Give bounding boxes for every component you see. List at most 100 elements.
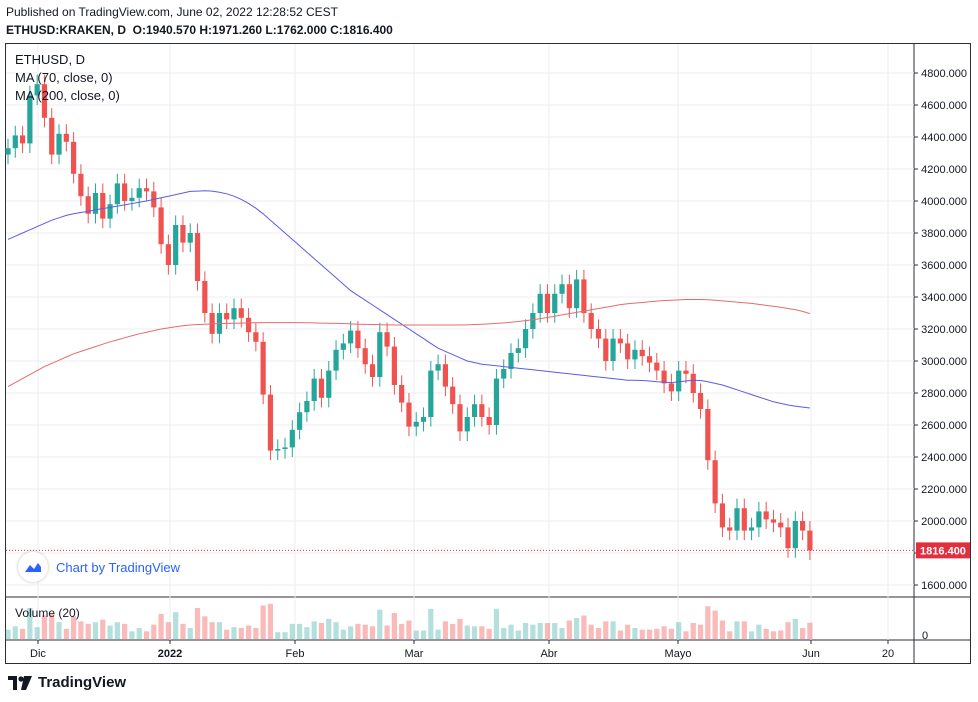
volume-bar [304, 627, 310, 639]
volume-bar [493, 608, 500, 639]
candle [304, 391, 310, 422]
chart-by-tradingview-badge[interactable]: Chart by TradingView [18, 552, 180, 582]
tradingview-footer-logo[interactable]: TradingView [8, 674, 126, 691]
candle-body [391, 346, 397, 385]
candle-body [420, 417, 427, 422]
volume-bar [122, 623, 128, 639]
volume-bar [515, 630, 521, 639]
candle [297, 402, 303, 440]
volume-bar [785, 622, 791, 639]
candle [778, 513, 784, 537]
volume-bar [231, 627, 237, 639]
candle [734, 498, 740, 541]
candle-body [260, 341, 266, 395]
volume-bar [136, 628, 142, 639]
candle-body [78, 173, 84, 197]
volume-bar [12, 626, 18, 639]
candle [129, 188, 135, 211]
candle-body [522, 329, 529, 349]
ma200-line [7, 299, 811, 388]
candle-body [617, 338, 623, 344]
candle [800, 511, 806, 541]
candle [515, 338, 521, 363]
candle [107, 194, 113, 229]
candle [340, 333, 346, 360]
candle-body [544, 293, 551, 313]
candle-body [318, 378, 325, 398]
candle-body [231, 308, 237, 320]
candle-body [697, 393, 704, 409]
candle [501, 359, 507, 389]
candle-body [552, 293, 558, 313]
candle [741, 498, 747, 541]
volume-bar [63, 628, 69, 639]
candle-body [333, 349, 339, 371]
candle [697, 383, 704, 419]
candle-body [202, 281, 208, 313]
candle-body [136, 188, 142, 198]
candle [143, 178, 150, 201]
volume-bar [588, 624, 594, 639]
candle [384, 322, 390, 357]
volume-bar [552, 623, 558, 639]
candle [5, 138, 11, 165]
candle [85, 186, 91, 224]
candle-body [770, 519, 777, 523]
price-tick-label: 4400.000 [921, 132, 967, 144]
price-tick-label: 4200.000 [921, 164, 967, 176]
candle-body [807, 530, 813, 551]
candle-body [5, 148, 11, 155]
price-tick-label: 1600.000 [921, 580, 967, 592]
candle [668, 373, 674, 401]
ma70-line [7, 190, 810, 409]
candle [748, 517, 755, 541]
volume-bar [508, 624, 514, 639]
volume-bar [107, 625, 113, 639]
candle-body [778, 522, 784, 528]
volume-bar [297, 623, 303, 639]
candle-body [348, 330, 354, 344]
volume-bar [632, 628, 638, 639]
candle [471, 394, 478, 427]
candle [267, 385, 274, 461]
candle-body [428, 370, 434, 417]
candle [632, 340, 638, 369]
candle-body [304, 401, 310, 413]
candle-body [27, 95, 33, 144]
candle-body [646, 356, 653, 363]
candle [785, 517, 791, 558]
candle-body [41, 84, 48, 118]
price-tick-label: 3000.000 [921, 356, 967, 368]
candle-body [71, 141, 77, 174]
volume-bar [216, 622, 223, 639]
candle [413, 412, 419, 437]
candle [78, 164, 84, 206]
candle [377, 322, 383, 387]
candle [574, 269, 580, 318]
symbol-label: ETHUSD:KRAKEN, D [6, 23, 126, 37]
symbol-ohlc-header: ETHUSD:KRAKEN, D O:1940.570 H:1971.260 L… [6, 23, 393, 37]
candle [756, 501, 762, 537]
candle [289, 420, 295, 457]
candle-body [690, 373, 696, 393]
volume-bar [311, 621, 317, 639]
candle-body [275, 449, 281, 451]
candle-body [741, 508, 747, 531]
volume-bar [27, 608, 33, 639]
candle-body [668, 383, 674, 392]
candle-body [435, 364, 441, 371]
candle [245, 308, 252, 342]
candle [348, 321, 354, 353]
candle [595, 319, 602, 349]
candle [770, 509, 777, 533]
volume-bar [348, 626, 354, 639]
volume-bar [756, 624, 762, 639]
candle-body [712, 460, 718, 504]
volume-bar [501, 628, 507, 639]
candle [646, 346, 653, 373]
candle [369, 354, 376, 387]
candle-body [180, 225, 186, 243]
volume-bar [194, 608, 201, 639]
volume-bar [544, 623, 551, 639]
